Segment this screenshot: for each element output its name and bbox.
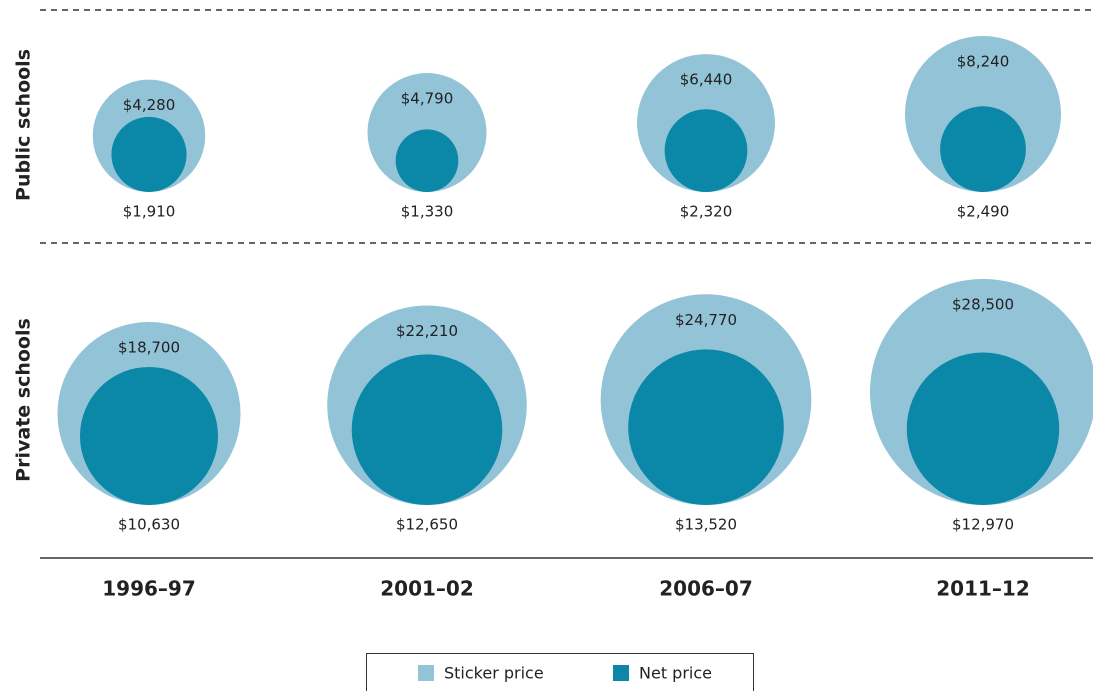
net-bubble [111,116,187,192]
legend-label: Net price [639,664,712,683]
sticker-label: $4,280 [123,96,176,114]
sticker-label: $18,700 [118,338,180,356]
net-bubble [395,129,459,192]
x-tick-label: 2011–12 [936,577,1030,601]
sticker-label: $28,500 [952,296,1014,314]
x-tick-label: 1996–97 [102,577,196,601]
net-label: $1,330 [401,203,454,221]
legend-label: Sticker price [444,664,544,683]
net-label: $12,650 [396,516,458,534]
x-tick-label: 2001–02 [380,577,474,601]
legend-swatch [613,665,629,681]
net-bubble [940,106,1026,192]
net-label: $10,630 [118,516,180,534]
net-label: $12,970 [952,516,1014,534]
sticker-label: $4,790 [401,90,454,108]
sticker-label: $6,440 [680,71,733,89]
net-label: $2,490 [957,203,1010,221]
sticker-label: $24,770 [675,311,737,329]
net-bubble [664,109,748,192]
net-bubble [79,366,219,505]
net-bubble [351,354,503,505]
net-bubble [628,349,784,505]
net-bubble [906,352,1060,505]
sticker-label: $22,210 [396,322,458,340]
row-label: Public schools [13,49,35,201]
net-label: $1,910 [123,203,176,221]
x-tick-label: 2006–07 [659,577,753,601]
row-label: Private schools [13,318,35,482]
net-label: $2,320 [680,203,733,221]
legend-swatch [418,665,434,681]
net-label: $13,520 [675,516,737,534]
sticker-label: $8,240 [957,53,1010,71]
